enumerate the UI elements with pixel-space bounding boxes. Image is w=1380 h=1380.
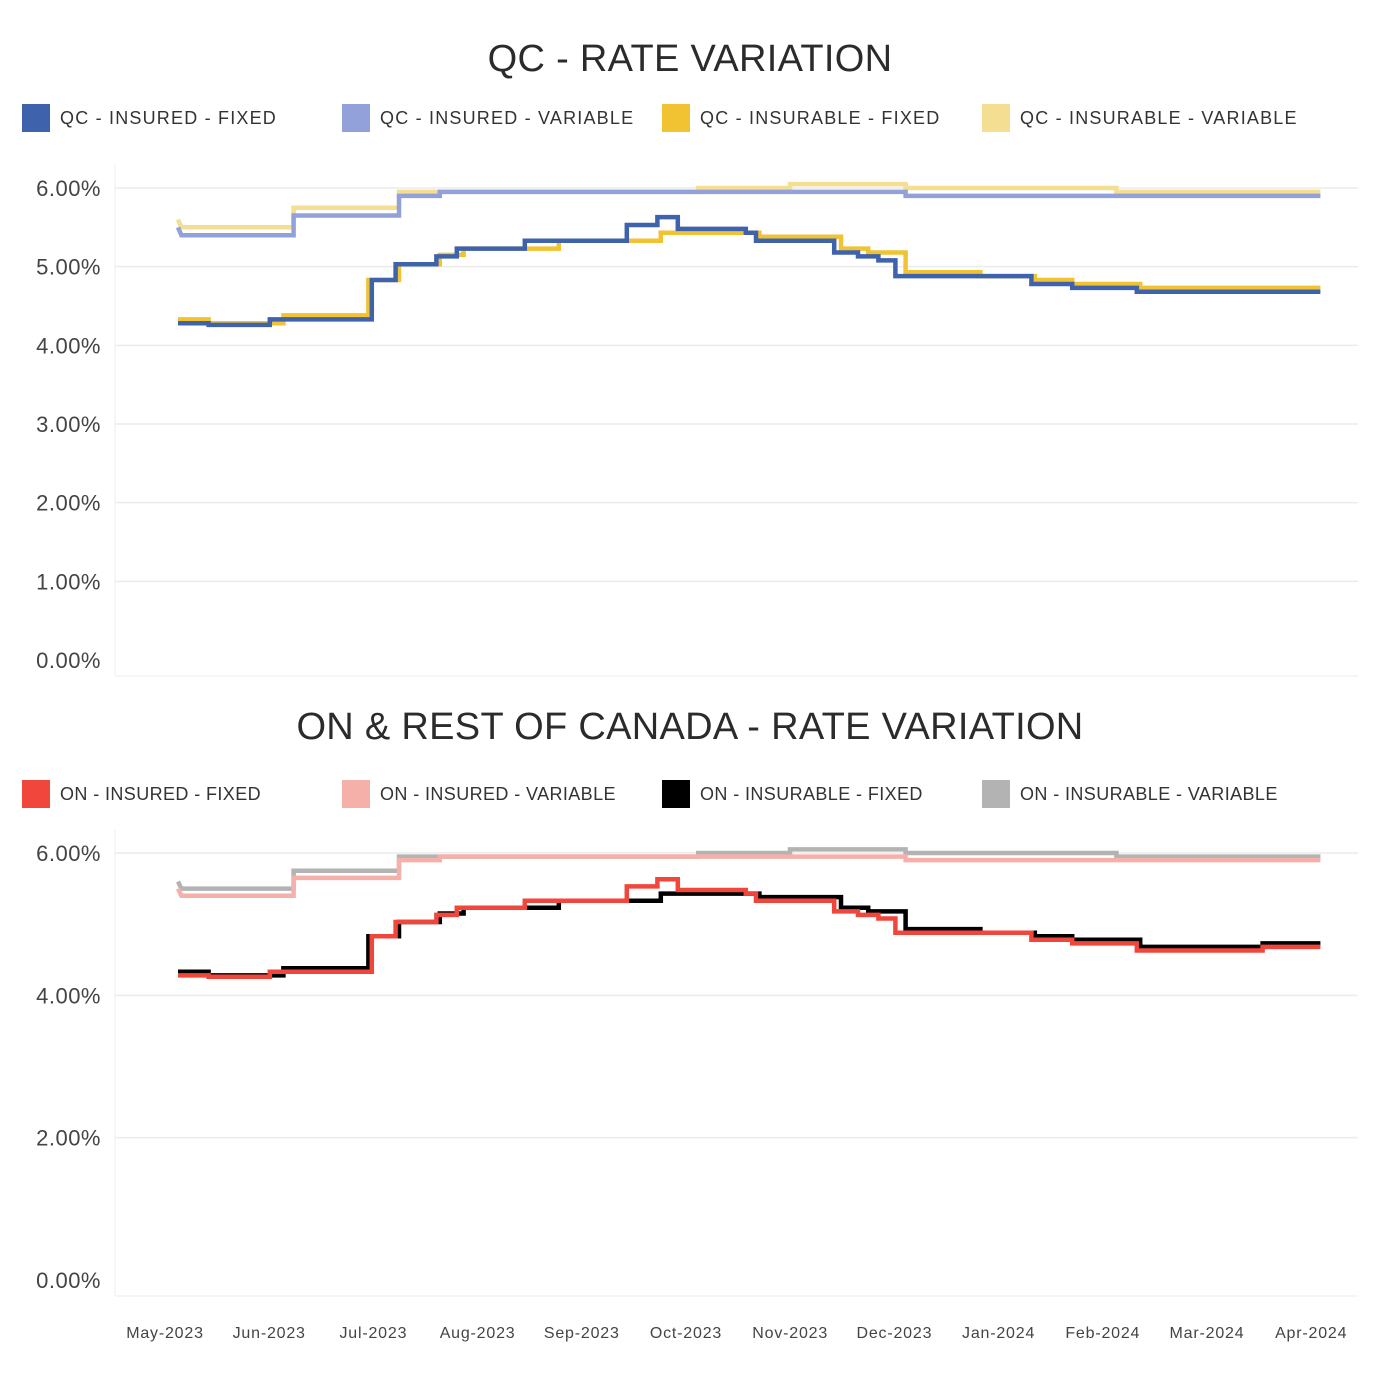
legend-label: QC - INSURABLE - FIXED — [700, 107, 941, 128]
legend-item-qc-insured-variable: QC - INSURED - VARIABLE — [342, 104, 634, 132]
x-tick-label: Oct-2023 — [650, 1325, 722, 1342]
x-tick-label: Sep-2023 — [544, 1325, 620, 1342]
y-tick-label: 1.00% — [36, 569, 101, 594]
x-tick-label: Apr-2024 — [1275, 1325, 1347, 1342]
series-line — [178, 891, 1321, 978]
y-tick-label: 0.00% — [36, 1268, 101, 1293]
legend-item-qc-insurable-fixed: QC - INSURABLE - FIXED — [662, 104, 940, 132]
legend-item-on-insured-variable: ON - INSURED - VARIABLE — [342, 780, 616, 808]
legend-item-on-insurable-variable: ON - INSURABLE - VARIABLE — [982, 780, 1278, 808]
legend-swatch — [662, 104, 690, 132]
x-tick-label: Aug-2023 — [440, 1325, 516, 1342]
y-tick-label: 4.00% — [36, 983, 101, 1008]
y-tick-label: 6.00% — [36, 176, 101, 201]
legend-item-on-insured-fixed: ON - INSURED - FIXED — [22, 780, 261, 808]
series-line — [175, 189, 1321, 238]
series-line — [178, 214, 1321, 328]
legend-label: ON - INSURED - FIXED — [60, 783, 262, 804]
legend-on: ON - INSURED - FIXED ON - INSURED - VARI… — [22, 780, 1362, 810]
series-line — [178, 230, 1321, 326]
legend-item-on-insurable-fixed: ON - INSURABLE - FIXED — [662, 780, 923, 808]
legend-swatch — [342, 780, 370, 808]
x-tick-label: Nov-2023 — [752, 1325, 828, 1342]
legend-qc: QC - INSURED - FIXED QC - INSURED - VARI… — [22, 104, 1362, 134]
legend-label: ON - INSURABLE - FIXED — [700, 783, 923, 804]
legend-label: ON - INSURED - VARIABLE — [380, 783, 616, 804]
legend-swatch — [662, 780, 690, 808]
x-tick-label: Mar-2024 — [1170, 1325, 1245, 1342]
x-tick-label: Feb-2024 — [1065, 1325, 1140, 1342]
legend-swatch — [982, 780, 1010, 808]
series-line — [178, 877, 1321, 980]
x-tick-label: Jun-2023 — [233, 1325, 306, 1342]
legend-swatch — [22, 780, 50, 808]
legend-label: QC - INSURED - FIXED — [60, 107, 278, 128]
legend-item-qc-insured-fixed: QC - INSURED - FIXED — [22, 104, 277, 132]
legend-label: QC - INSURABLE - VARIABLE — [1020, 107, 1298, 128]
x-tick-label: Jul-2023 — [340, 1325, 408, 1342]
y-tick-label: 3.00% — [36, 412, 101, 437]
x-tick-label: Dec-2023 — [857, 1325, 933, 1342]
y-tick-label: 4.00% — [36, 333, 101, 358]
x-tick-label: Jan-2024 — [962, 1325, 1035, 1342]
y-tick-label: 5.00% — [36, 255, 101, 280]
legend-label: ON - INSURABLE - VARIABLE — [1020, 783, 1278, 804]
chart-title-qc: QC - RATE VARIATION — [487, 38, 893, 80]
legend-swatch — [342, 104, 370, 132]
y-tick-label: 2.00% — [36, 491, 101, 516]
legend-item-qc-insurable-variable: QC - INSURABLE - VARIABLE — [982, 104, 1298, 132]
legend-swatch — [22, 104, 50, 132]
series-line — [175, 854, 1321, 898]
chart-title-on: ON & REST OF CANADA - RATE VARIATION — [296, 706, 1084, 748]
legend-label: QC - INSURED - VARIABLE — [380, 107, 635, 128]
y-tick-label: 2.00% — [36, 1126, 101, 1151]
legend-swatch — [982, 104, 1010, 132]
y-tick-label: 6.00% — [36, 841, 101, 866]
x-tick-label: May-2023 — [126, 1325, 204, 1342]
y-tick-label: 0.00% — [36, 648, 101, 673]
